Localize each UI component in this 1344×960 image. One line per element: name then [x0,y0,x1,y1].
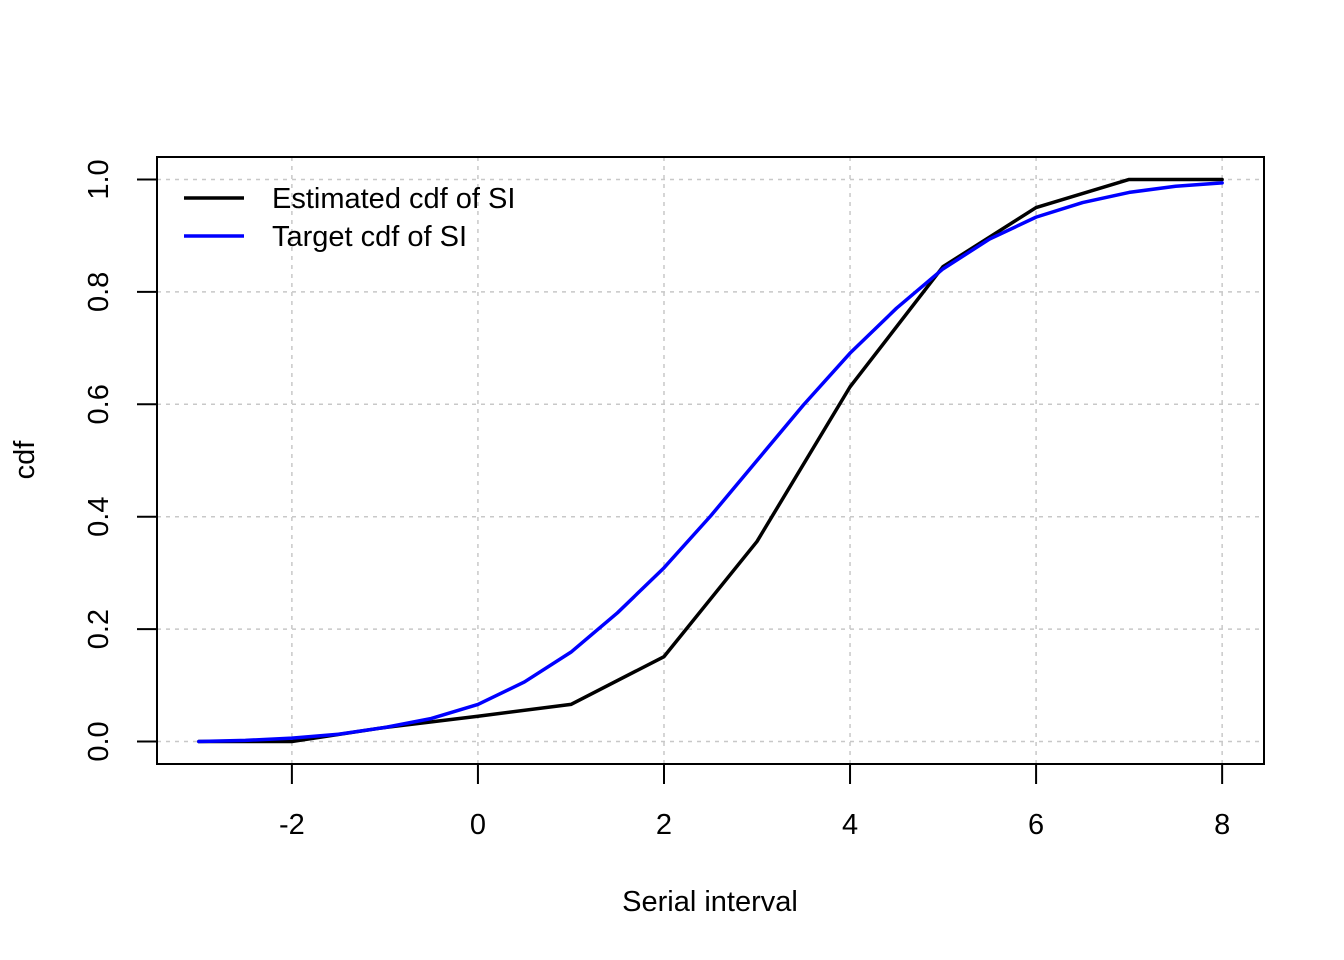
x-axis-title: Serial interval [622,886,798,918]
x-tick-label: -2 [279,809,305,841]
x-tick-label: 2 [656,809,672,841]
y-tick-label: 0.4 [83,497,115,537]
y-tick-label: 0.2 [83,609,115,649]
y-axis-title: cdf [9,440,41,480]
series-line-estimated [197,177,1224,744]
x-tick-label: 8 [1214,809,1230,841]
y-tick-label: 0.6 [83,384,115,424]
series-lines [197,177,1224,744]
x-tick-label: 0 [470,809,486,841]
series-line-target [197,181,1224,744]
legend-label: Target cdf of SI [272,221,467,253]
legend: Estimated cdf of SI Target cdf of SI [184,183,515,253]
x-axis: -2 0 2 4 6 8 [279,763,1230,841]
grid [157,157,1264,764]
x-tick-label: 6 [1028,809,1044,841]
y-axis: 0.0 0.2 0.4 0.6 0.8 1.0 [83,159,158,762]
y-tick-label: 1.0 [83,159,115,199]
y-tick-label: 0.0 [83,721,115,761]
legend-label: Estimated cdf of SI [272,183,515,215]
x-tick-label: 4 [842,809,858,841]
y-tick-label: 0.8 [83,272,115,312]
